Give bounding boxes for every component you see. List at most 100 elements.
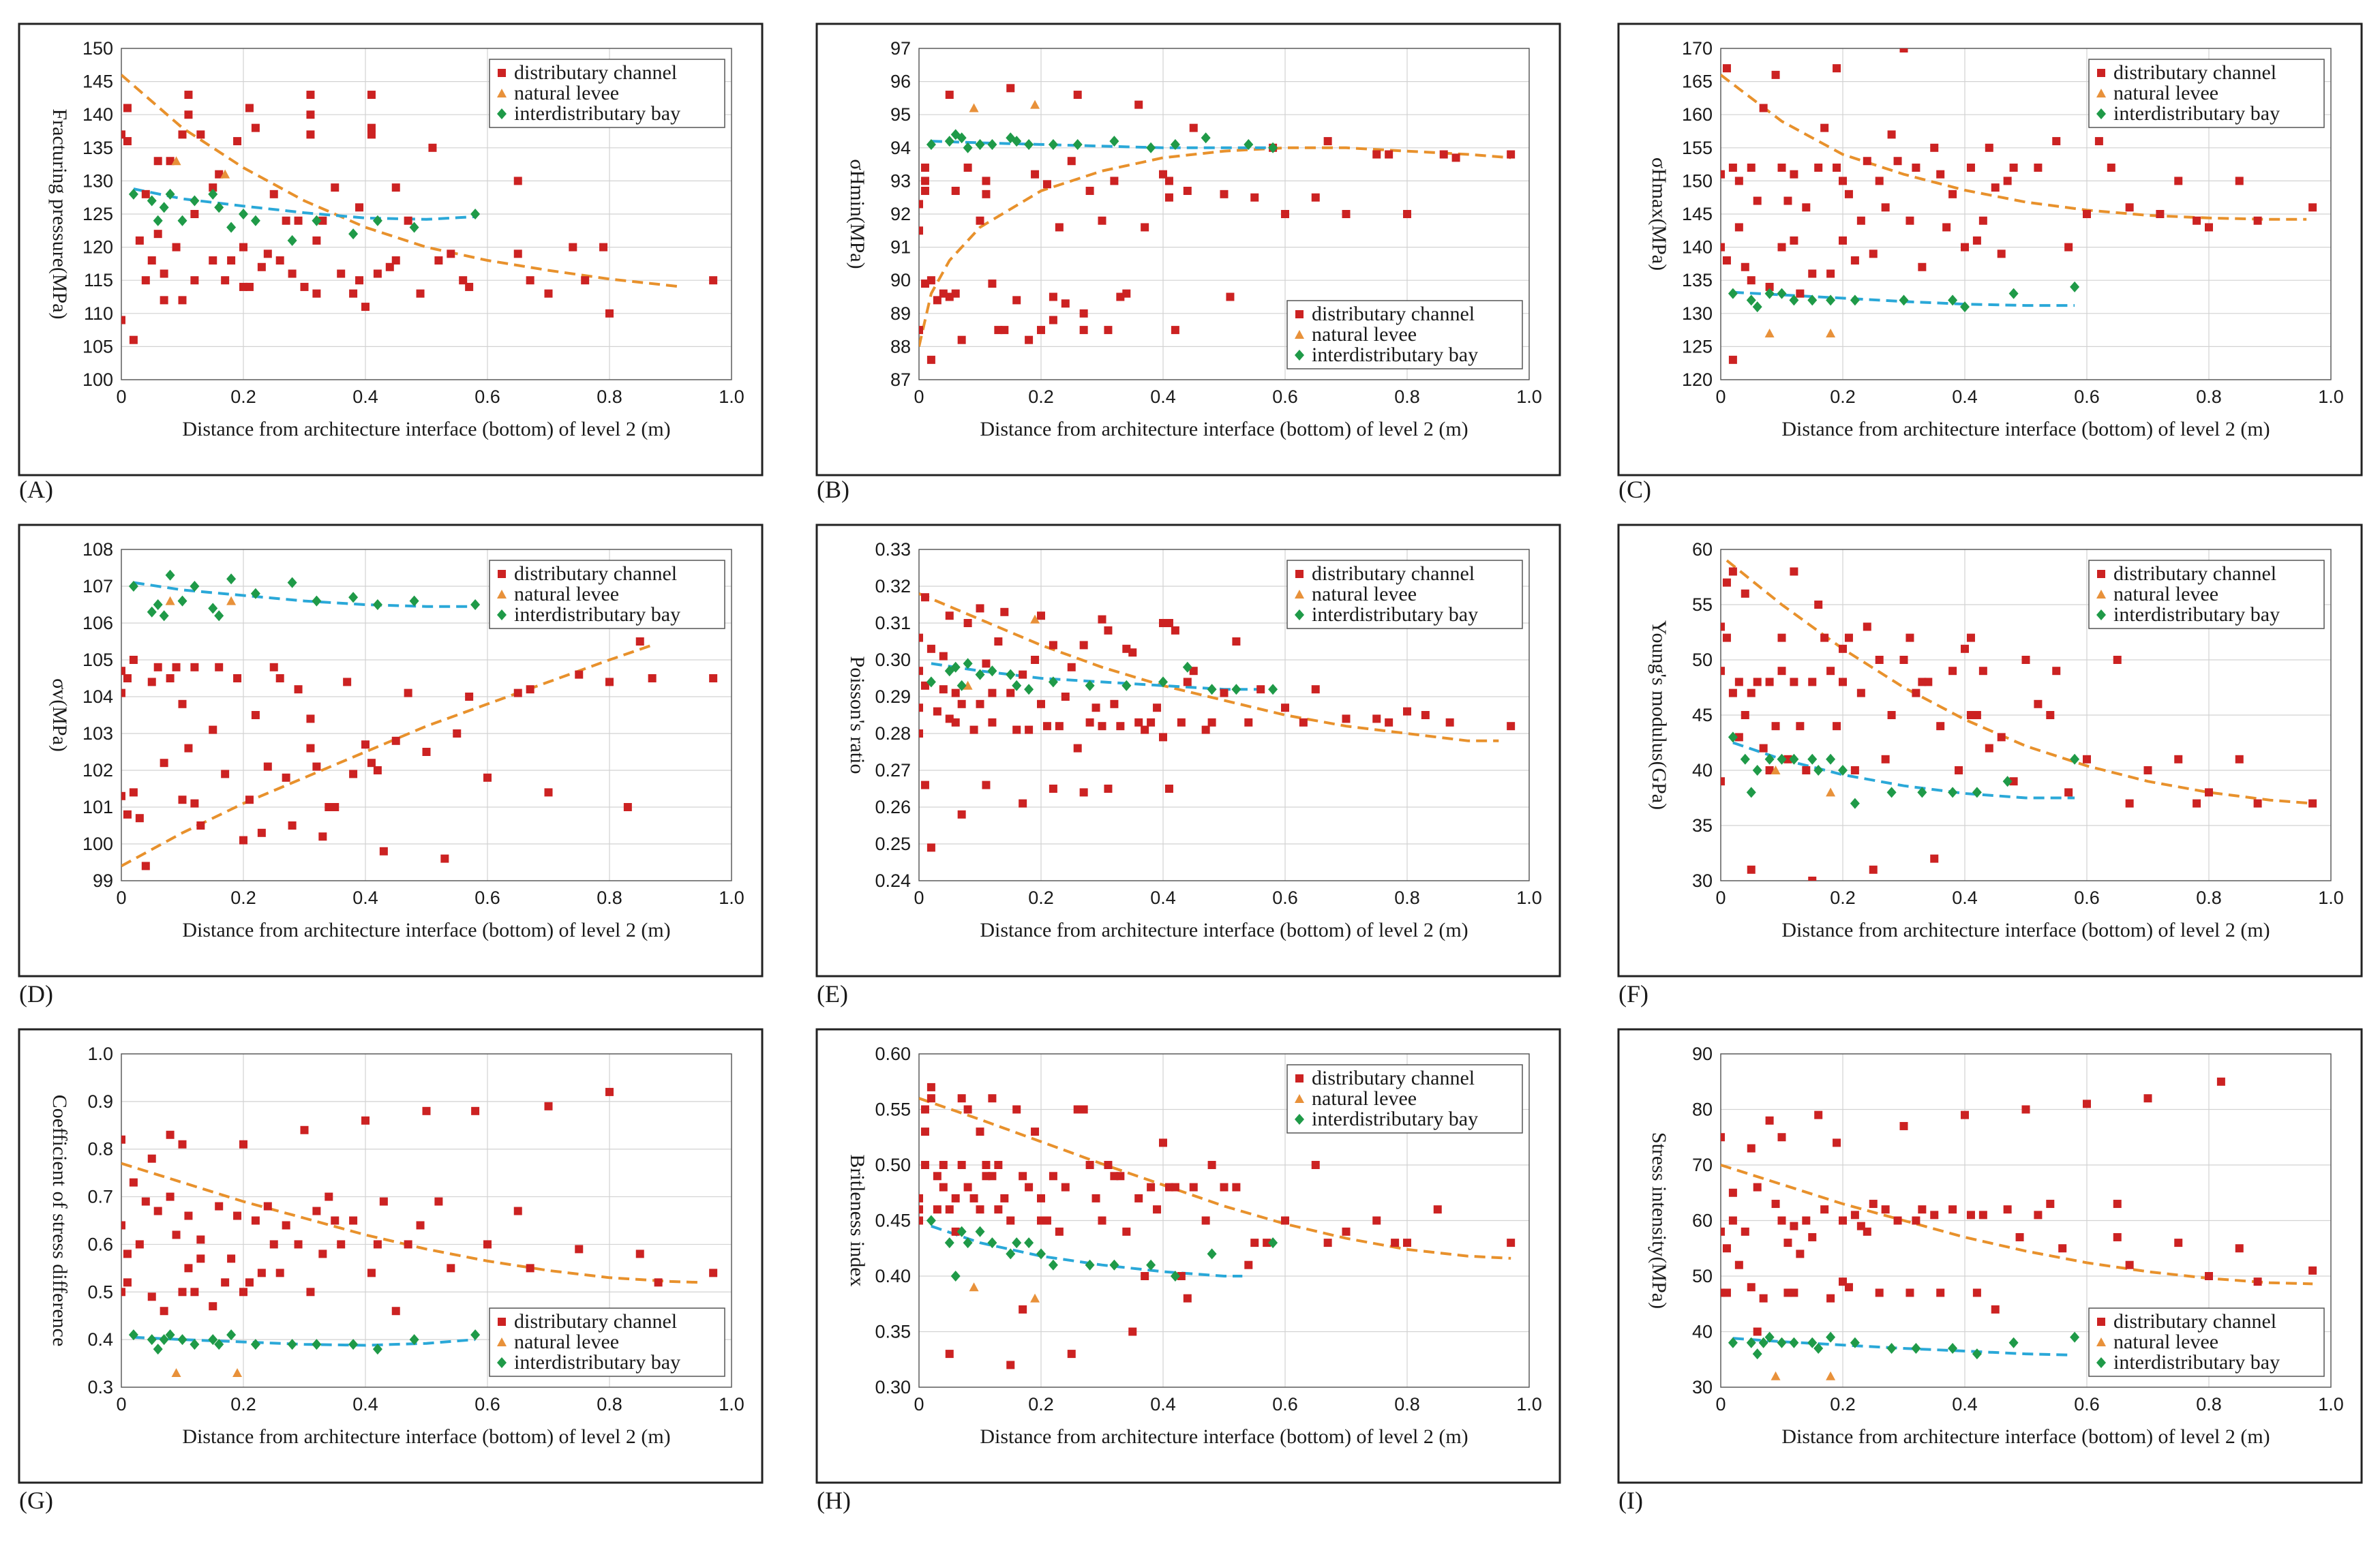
point-interdistributary-bay xyxy=(1109,136,1119,147)
point-interdistributary-bay xyxy=(2070,753,2080,765)
legend-swatch-bay xyxy=(497,609,507,620)
legend-swatch-bay xyxy=(2096,609,2106,620)
point-distributary-channel xyxy=(945,1350,954,1359)
point-distributary-channel xyxy=(269,190,278,198)
point-distributary-channel xyxy=(654,1278,663,1287)
point-distributary-channel xyxy=(121,1135,125,1144)
x-tick-label: 1.0 xyxy=(2318,888,2344,908)
point-distributary-channel xyxy=(391,1307,400,1316)
point-interdistributary-bay xyxy=(2008,288,2019,299)
point-distributary-channel xyxy=(379,1197,388,1206)
point-distributary-channel xyxy=(1721,622,1725,631)
point-distributary-channel xyxy=(275,1269,284,1277)
point-distributary-channel xyxy=(1808,678,1817,686)
x-axis-title: Distance from architecture interface (bo… xyxy=(182,1425,670,1448)
point-distributary-channel xyxy=(1006,1216,1015,1225)
point-distributary-channel xyxy=(1722,256,1731,265)
point-distributary-channel xyxy=(233,674,242,682)
point-distributary-channel xyxy=(263,762,272,771)
point-interdistributary-bay xyxy=(1789,294,1799,306)
point-distributary-channel xyxy=(1153,703,1162,712)
y-tick-label: 30 xyxy=(1692,871,1713,891)
point-distributary-channel xyxy=(957,1094,966,1103)
point-distributary-channel xyxy=(1978,216,1987,225)
point-distributary-channel xyxy=(1116,1172,1125,1181)
point-interdistributary-bay xyxy=(1109,1259,1119,1271)
point-distributary-channel xyxy=(1978,667,1987,676)
y-tick-label: 102 xyxy=(82,760,113,781)
trend-line-bay xyxy=(931,1224,1243,1277)
point-distributary-channel xyxy=(1049,785,1057,793)
point-distributary-channel xyxy=(1997,249,2006,258)
point-distributary-channel xyxy=(1826,269,1835,278)
point-distributary-channel xyxy=(1820,123,1829,132)
point-distributary-channel xyxy=(1790,567,1798,576)
point-interdistributary-bay xyxy=(153,215,163,226)
legend-box xyxy=(1286,1064,1523,1134)
point-interdistributary-bay xyxy=(1085,1259,1095,1271)
point-interdistributary-bay xyxy=(1728,288,1738,299)
point-distributary-channel xyxy=(2253,799,2262,808)
y-tick-label: 35 xyxy=(1692,815,1713,836)
y-tick-label: 155 xyxy=(1682,138,1713,158)
point-distributary-channel xyxy=(1753,678,1762,686)
point-distributary-channel xyxy=(1753,196,1762,205)
y-axis-title: Young's modulus(GPa) xyxy=(1648,620,1670,810)
point-distributary-channel xyxy=(184,744,193,753)
x-tick-label: 0.6 xyxy=(2074,888,2100,908)
point-distributary-channel xyxy=(1147,718,1156,727)
point-distributary-channel xyxy=(1421,711,1430,719)
point-distributary-channel xyxy=(153,663,162,671)
y-tick-label: 0.28 xyxy=(875,723,911,744)
point-distributary-channel xyxy=(1171,626,1179,635)
point-distributary-channel xyxy=(1110,177,1119,185)
point-distributary-channel xyxy=(184,91,193,100)
point-distributary-channel xyxy=(1814,163,1823,172)
point-distributary-channel xyxy=(919,1205,923,1214)
point-distributary-channel xyxy=(1037,699,1045,708)
point-distributary-channel xyxy=(331,803,340,811)
point-distributary-channel xyxy=(465,693,474,701)
point-interdistributary-bay xyxy=(1807,294,1818,306)
y-tick-label: 110 xyxy=(84,303,113,324)
y-tick-label: 160 xyxy=(1682,104,1713,125)
point-interdistributary-bay xyxy=(1911,1342,1921,1354)
point-distributary-channel xyxy=(1722,633,1731,642)
legend-label: interdistributary bay xyxy=(2113,603,2280,626)
point-distributary-channel xyxy=(440,854,449,863)
point-interdistributary-bay xyxy=(226,573,237,585)
x-tick-label: 0.8 xyxy=(1394,888,1420,908)
point-distributary-channel xyxy=(282,216,290,225)
y-tick-label: 165 xyxy=(1682,72,1713,92)
point-interdistributary-bay xyxy=(1085,680,1095,691)
point-distributary-channel xyxy=(2083,210,2091,218)
point-distributary-channel xyxy=(1893,1216,1902,1225)
point-distributary-channel xyxy=(1850,766,1859,774)
point-distributary-channel xyxy=(1722,578,1731,587)
x-tick-label: 0.6 xyxy=(1272,888,1298,908)
panel-frame xyxy=(815,22,1561,476)
point-distributary-channel xyxy=(1232,1183,1241,1192)
point-distributary-channel xyxy=(1955,766,1963,774)
point-interdistributary-bay xyxy=(1158,676,1168,688)
point-distributary-channel xyxy=(1796,1250,1805,1258)
point-distributary-channel xyxy=(1722,1288,1731,1297)
point-distributary-channel xyxy=(141,276,150,285)
point-distributary-channel xyxy=(1881,1205,1890,1214)
legend-swatch-bay xyxy=(2096,1357,2106,1368)
point-distributary-channel xyxy=(988,1172,997,1181)
point-natural-levee xyxy=(171,1368,181,1378)
point-distributary-channel xyxy=(453,729,462,738)
point-distributary-channel xyxy=(221,276,230,285)
point-distributary-channel xyxy=(988,279,997,288)
point-distributary-channel xyxy=(184,1211,193,1220)
point-distributary-channel xyxy=(123,137,132,146)
point-distributary-channel xyxy=(1814,601,1823,609)
point-interdistributary-bay xyxy=(1170,138,1180,150)
chart-panel-e: 0 0.2 0.4 0.6 0.8 1.0 0.24 0.25 0.26 0.27 0.28 0.29… xyxy=(815,524,1561,1008)
y-tick-label: 104 xyxy=(82,686,113,707)
point-distributary-channel xyxy=(190,799,199,808)
point-distributary-channel xyxy=(1802,766,1811,774)
y-tick-label: 88 xyxy=(890,336,911,357)
point-distributary-channel xyxy=(1936,722,1945,731)
